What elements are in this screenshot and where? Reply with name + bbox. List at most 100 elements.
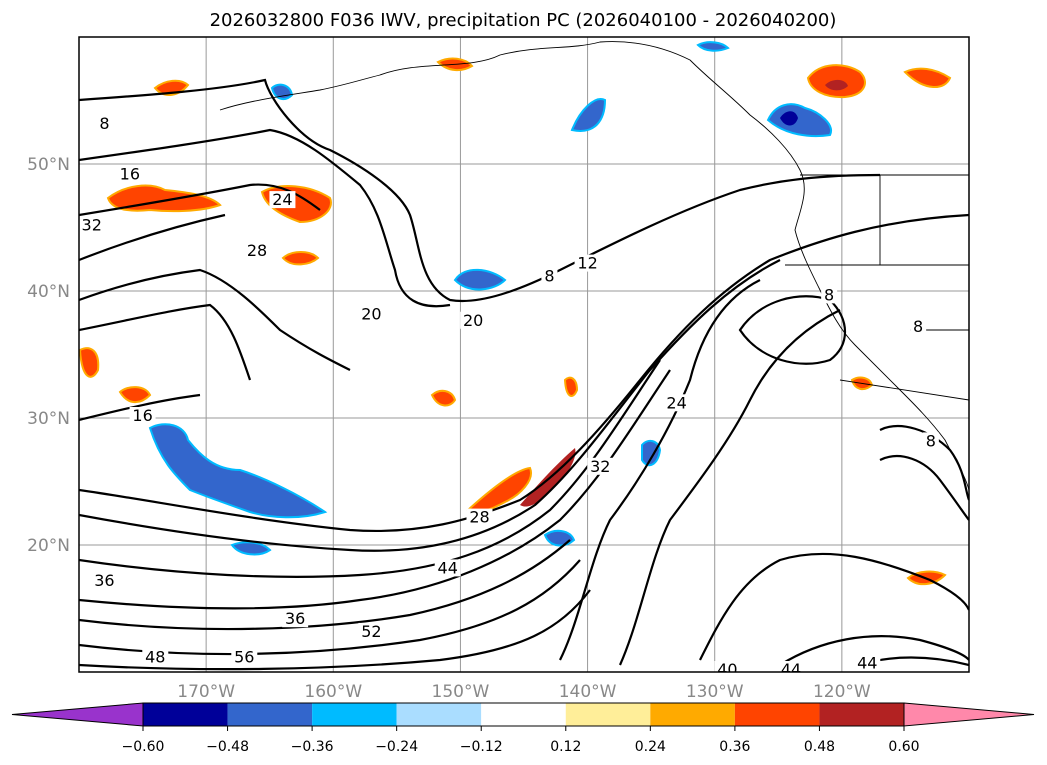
lon-tick-label: 140°W [559,682,617,702]
contour-label-background [466,508,493,526]
contour-label-background [910,318,927,336]
colorbar-segment [143,703,228,726]
precip-anomaly-positive [79,347,100,378]
contour-label-background [244,241,270,259]
contour-label: 32 [82,216,102,235]
contour-label: 16 [120,165,140,184]
colorbar-tick-label: 0.12 [550,739,581,755]
contour-label: 8 [926,431,936,450]
contour-label: 44 [857,654,877,673]
lon-tick-label: 120°W [813,682,871,702]
contour-label: 44 [438,558,458,577]
chart-title: 2026032800 F036 IWV, precipitation PC (2… [210,10,837,31]
colorbar-segment [481,703,566,726]
contour-label: 40 [717,660,737,679]
precip-anomaly-positive [281,251,320,266]
contour-label-background [282,610,309,628]
contour-label-background [96,114,113,132]
colorbar-segment [396,703,482,726]
contour-label-background [116,165,143,183]
contour-label-background [922,432,939,450]
contour-label-background [778,661,804,672]
precip-anomaly-positive [118,386,152,404]
colorbar-tick-label: 0.48 [804,739,835,755]
precip-anomaly-strong-negative [780,111,798,126]
colorbar-segment [312,703,397,726]
colorbar-tick-label: −0.12 [460,739,503,755]
contour-label-background [358,622,385,640]
latitude-tick-labels: 50°N 40°N 30°N 20°N [27,155,70,556]
colorbar-outline [142,702,905,727]
colorbar-tick-label: −0.60 [122,739,165,755]
contour-label-background [821,286,838,304]
contour-label-background [714,661,741,672]
lat-tick-label: 50°N [27,155,70,175]
map-panel: 8 16 24 32 28 20 16 8 12 20 24 32 28 44 36 36 52 48 56 40 44… [78,36,970,679]
lon-tick-label: 160°W [304,682,362,702]
lon-tick-label: 170°W [177,682,235,702]
contour-label: 36 [94,571,114,590]
lat-tick-label: 20°N [27,536,70,556]
precip-anomaly-negative [570,98,607,132]
contour-label: 52 [361,622,381,641]
lon-tick-label: 130°W [686,682,744,702]
map-frame [78,36,970,673]
contour-label: 28 [247,241,267,260]
contour-label-background [269,191,296,209]
contour-label-background [231,648,258,666]
precip-anomaly-strong-positive [825,79,848,91]
contour-label: 8 [824,285,834,304]
contour-label-background [434,559,461,577]
colorbar-tick-label: 0.24 [635,739,666,755]
colorbar-segment [734,703,820,726]
contour-label-background [587,457,614,475]
contour-label-background [460,311,487,329]
contour-label-background [91,572,118,590]
precip-anomaly-positive [903,67,952,88]
contour-label: 28 [469,508,489,527]
contour-label: 44 [781,660,801,679]
contour-label-background [79,216,105,234]
contour-label: 36 [285,609,305,628]
precip-anomaly-negative [453,268,507,291]
colorbar: −0.60 −0.48 −0.36 −0.24 −0.12 0.12 0.24 0.36 0.4… [11,702,1035,755]
contour-label-background [663,394,690,412]
contour-label-background [142,648,169,666]
colorbar-tick-label: 0.60 [888,739,919,755]
contour-label: 20 [361,304,381,323]
colorbar-tick-label: −0.48 [206,739,249,755]
precip-anomaly-positive [430,389,457,407]
precip-anomaly-negative [766,103,832,138]
contour-label-background [854,654,881,672]
contour-label: 32 [590,457,610,476]
lat-tick-label: 40°N [27,282,70,302]
precip-anomaly-negative [148,423,328,519]
contour-label-background [541,267,558,285]
colorbar-segment [819,703,904,726]
colorbar-tick-label: 0.36 [719,739,750,755]
precip-anomaly-negative [696,41,730,52]
contour-label: 20 [463,311,483,330]
contour-label: 24 [666,393,686,412]
precip-anomaly-negative [641,439,662,467]
contour-label: 8 [544,266,554,285]
longitude-tick-labels: 170°W 160°W 150°W 140°W 130°W 120°W [177,682,871,702]
contour-label-background [129,407,156,424]
colorbar-extend-high [903,702,1035,727]
colorbar-tick-label: −0.24 [375,739,418,755]
lon-tick-label: 150°W [432,682,490,702]
colorbar-extend-low [11,702,144,727]
precip-anomaly-positive [563,376,579,397]
iwv-contour-labels: 8 16 24 32 28 20 16 8 12 20 24 32 28 44 36 36 52 48 56 40 44… [79,114,939,679]
colorbar-tick-label: −0.36 [291,739,334,755]
colorbar-segment [650,703,735,726]
contour-label: 8 [913,317,923,336]
contour-label-background [358,305,385,323]
precip-anomaly-negative [230,541,272,556]
map-background [79,37,969,672]
colorbar-segment [227,703,313,726]
lat-tick-label: 30°N [27,409,70,429]
contour-label: 12 [577,254,597,273]
contour-label: 56 [234,647,254,666]
